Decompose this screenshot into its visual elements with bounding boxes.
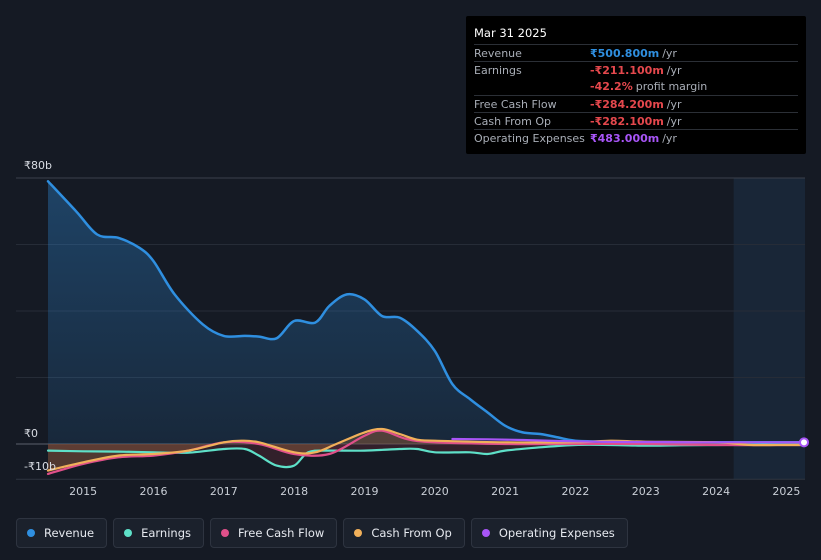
x-tick-label: 2022 bbox=[561, 485, 589, 498]
x-tick-label: 2024 bbox=[702, 485, 730, 498]
tooltip-label: Earnings bbox=[474, 62, 590, 78]
x-tick-label: 2020 bbox=[421, 485, 449, 498]
tooltip-label: Operating Expenses bbox=[474, 130, 590, 146]
legend-label: Earnings bbox=[141, 526, 191, 540]
tooltip-label bbox=[474, 78, 590, 95]
tooltip-label: Cash From Op bbox=[474, 113, 590, 129]
x-tick-label: 2023 bbox=[632, 485, 660, 498]
tooltip-label: Free Cash Flow bbox=[474, 96, 590, 112]
chart-legend: Revenue Earnings Free Cash Flow Cash From O… bbox=[16, 518, 628, 548]
y-axis-bottom-label: -₹10b bbox=[24, 460, 56, 473]
legend-item[interactable]: Operating Expenses bbox=[471, 518, 628, 548]
y-axis-top-label: ₹80b bbox=[24, 159, 52, 172]
x-tick-label: 2015 bbox=[69, 485, 97, 498]
tooltip-value: -₹284.200m bbox=[590, 96, 664, 112]
tooltip-unit: /yr bbox=[667, 62, 682, 78]
tooltip-value: ₹483.000m bbox=[590, 130, 659, 146]
legend-label: Free Cash Flow bbox=[238, 526, 324, 540]
tooltip-row: Earnings -₹211.100m/yr bbox=[474, 61, 798, 78]
legend-item[interactable]: Cash From Op bbox=[343, 518, 465, 548]
legend-item[interactable]: Free Cash Flow bbox=[210, 518, 337, 548]
tooltip-row: Free Cash Flow -₹284.200m/yr bbox=[474, 95, 798, 112]
tooltip-unit: /yr bbox=[667, 113, 682, 129]
tooltip-value: -42.2% bbox=[590, 78, 633, 95]
tooltip-row: -42.2% profit margin bbox=[474, 78, 798, 95]
tooltip-unit: /yr bbox=[662, 130, 677, 146]
legend-label: Cash From Op bbox=[371, 526, 452, 540]
tooltip-value: -₹211.100m bbox=[590, 62, 664, 78]
highlight-region bbox=[734, 178, 805, 479]
legend-label: Revenue bbox=[44, 526, 94, 540]
tooltip-label: Revenue bbox=[474, 45, 590, 61]
x-tick-label: 2019 bbox=[350, 485, 378, 498]
data-tooltip: Mar 31 2025 Revenue ₹500.800m/yr Earnings -… bbox=[466, 16, 806, 154]
tooltip-row: Operating Expenses ₹483.000m/yr bbox=[474, 129, 798, 146]
revenue-area bbox=[48, 181, 804, 444]
legend-dot-icon bbox=[354, 529, 362, 537]
x-tick-label: 2017 bbox=[210, 485, 238, 498]
tooltip-unit: /yr bbox=[662, 45, 677, 61]
legend-dot-icon bbox=[27, 529, 35, 537]
tooltip-value: ₹500.800m bbox=[590, 45, 659, 61]
x-tick-label: 2018 bbox=[280, 485, 308, 498]
legend-item[interactable]: Revenue bbox=[16, 518, 107, 548]
latest-point-marker bbox=[800, 438, 808, 446]
tooltip-unit: profit margin bbox=[636, 78, 708, 95]
legend-item[interactable]: Earnings bbox=[113, 518, 204, 548]
legend-dot-icon bbox=[482, 529, 490, 537]
legend-label: Operating Expenses bbox=[499, 526, 615, 540]
y-axis-zero-label: ₹0 bbox=[24, 427, 38, 440]
x-tick-label: 2025 bbox=[772, 485, 800, 498]
tooltip-unit: /yr bbox=[667, 96, 682, 112]
x-tick-label: 2021 bbox=[491, 485, 519, 498]
x-tick-label: 2016 bbox=[139, 485, 167, 498]
tooltip-row: Revenue ₹500.800m/yr bbox=[474, 44, 798, 61]
tooltip-row: Cash From Op -₹282.100m/yr bbox=[474, 112, 798, 129]
legend-dot-icon bbox=[124, 529, 132, 537]
tooltip-value: -₹282.100m bbox=[590, 113, 664, 129]
legend-dot-icon bbox=[221, 529, 229, 537]
tooltip-date: Mar 31 2025 bbox=[474, 24, 798, 42]
